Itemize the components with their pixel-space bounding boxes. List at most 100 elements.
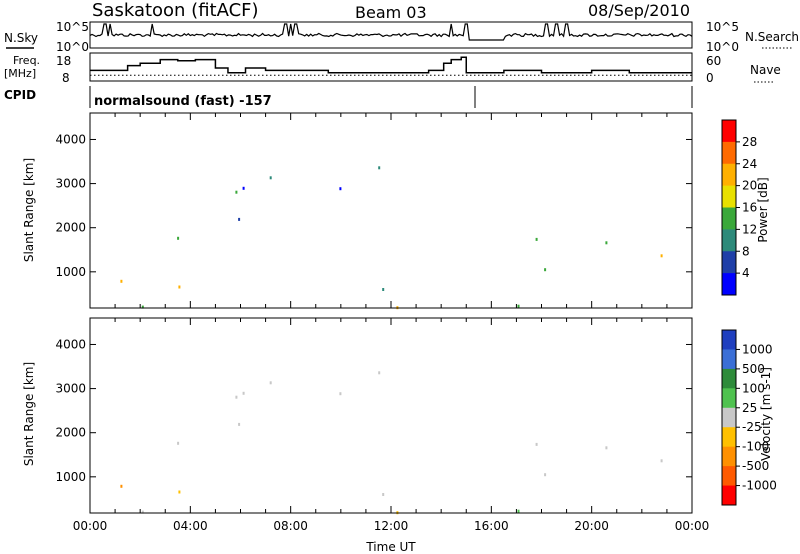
colorbar-swatch bbox=[722, 207, 736, 230]
colorbar-tick-label: 8 bbox=[742, 244, 750, 258]
velocity-cell bbox=[238, 422, 241, 426]
colorbar-swatch bbox=[722, 120, 736, 143]
freq-right-tick-bottom: 0 bbox=[706, 71, 714, 85]
x-tick-label: 20:00 bbox=[574, 519, 609, 533]
velocity-y-ticks: 4000 3000 2000 1000 bbox=[55, 337, 692, 484]
colorbar-swatch bbox=[722, 407, 736, 428]
colorbar-swatch bbox=[722, 251, 736, 274]
power-frame bbox=[89, 112, 693, 309]
colorbar-tick-label: 1000 bbox=[742, 342, 773, 356]
colorbar-tick-label: -1000 bbox=[742, 479, 777, 493]
power-cell bbox=[339, 187, 342, 191]
velocity-cell bbox=[517, 509, 520, 513]
x-tick-label: 00:00 bbox=[675, 519, 710, 533]
power-cell bbox=[269, 176, 272, 180]
power-heatmap-cells bbox=[120, 166, 663, 310]
nsky-label: N.Sky bbox=[4, 31, 38, 45]
y-tick-label: 4000 bbox=[55, 337, 86, 351]
colorbar-swatch bbox=[722, 368, 736, 389]
velocity-cell bbox=[605, 446, 608, 450]
power-cell bbox=[235, 190, 238, 194]
power-cell bbox=[544, 268, 547, 272]
colorbar-tick-label: 500 bbox=[742, 362, 765, 376]
colorbar-swatch bbox=[722, 163, 736, 187]
colorbar-tick-label: -25 bbox=[742, 420, 762, 434]
power-cell bbox=[660, 254, 663, 258]
velocity-x-ticks: 00:00 04:00 08:00 12:00 16:00 20:00 00:00 bbox=[73, 318, 710, 533]
y-tick-label: 1000 bbox=[55, 470, 86, 484]
power-colorbar: 28 24 20 16 12 8 4 bbox=[721, 119, 757, 296]
y-tick-label: 2000 bbox=[55, 426, 86, 440]
date-label: 08/Sep/2010 bbox=[588, 1, 690, 20]
freq-left-tick-bottom: 8 bbox=[62, 71, 70, 85]
velocity-ylabel: Slant Range [km] bbox=[22, 362, 36, 466]
x-tick-label: 16:00 bbox=[474, 519, 509, 533]
colorbar-swatch bbox=[722, 485, 736, 506]
power-ylabel: Slant Range [km] bbox=[22, 158, 36, 262]
freq-right-tick-top: 60 bbox=[706, 54, 721, 68]
colorbar-tick-label: 16 bbox=[742, 201, 757, 215]
colorbar-swatch bbox=[722, 185, 736, 208]
cpid-label: CPID bbox=[4, 88, 36, 102]
noise-right-tick-top: 10^5 bbox=[706, 20, 739, 34]
power-cell bbox=[378, 166, 381, 170]
noise-panel: N.Sky N.Search 10^5 10^0 10^5 10^0 bbox=[4, 20, 799, 54]
freq-series-line bbox=[90, 56, 692, 74]
y-tick-label: 3000 bbox=[55, 382, 86, 396]
y-tick-label: 2000 bbox=[55, 221, 86, 235]
power-panel: 4000 3000 2000 1000 Slant Range [km] 28 24 20… bbox=[22, 112, 770, 310]
noise-series-line bbox=[89, 23, 693, 41]
colorbar-swatch bbox=[722, 141, 736, 165]
velocity-cell bbox=[339, 392, 342, 396]
nave-label: Nave bbox=[750, 63, 781, 77]
x-tick-label: 00:00 bbox=[73, 519, 108, 533]
velocity-cell bbox=[120, 484, 123, 488]
cpid-value: normalsound (fast) -157 bbox=[94, 94, 272, 109]
colorbar-tick-label: 24 bbox=[742, 157, 757, 171]
power-cell bbox=[517, 304, 520, 308]
power-cell bbox=[605, 241, 608, 245]
power-x-ticks bbox=[89, 113, 693, 308]
colorbar-tick-label: 12 bbox=[742, 222, 757, 236]
velocity-frame bbox=[89, 317, 693, 514]
colorbar-tick-label: 28 bbox=[742, 135, 757, 149]
freq-label-line2: [MHz] bbox=[4, 67, 36, 80]
noise-right-tick-bottom: 10^0 bbox=[706, 40, 739, 54]
x-axis-label: Time UT bbox=[365, 540, 416, 554]
x-tick-label: 08:00 bbox=[273, 519, 308, 533]
colorbar-tick-label: 20 bbox=[742, 179, 757, 193]
colorbar-tick-label: 100 bbox=[742, 381, 765, 395]
velocity-cell bbox=[660, 459, 663, 463]
colorbar-swatch bbox=[722, 349, 736, 370]
velocity-colorbar: 1000 500 100 25 -25 -100 -500 -1000 bbox=[721, 329, 777, 506]
power-y-ticks: 4000 3000 2000 1000 bbox=[55, 132, 692, 279]
freq-frame bbox=[89, 52, 693, 82]
velocity-cell bbox=[178, 490, 181, 494]
power-cell bbox=[242, 186, 245, 190]
colorbar-swatch bbox=[722, 229, 736, 252]
velocity-cell bbox=[269, 381, 272, 385]
colorbar-swatch bbox=[722, 446, 736, 467]
colorbar-swatch bbox=[722, 466, 736, 487]
freq-left-tick-top: 18 bbox=[56, 54, 71, 68]
beam-label: Beam 03 bbox=[355, 3, 427, 22]
power-colorbar-label: Power [dB] bbox=[756, 177, 770, 242]
freq-label-line1: Freq. bbox=[13, 54, 40, 67]
power-cell bbox=[120, 279, 123, 283]
colorbar-tick-label: 25 bbox=[742, 401, 757, 415]
colorbar-tick-label: -100 bbox=[742, 440, 769, 454]
velocity-cell bbox=[141, 510, 144, 514]
velocity-cell bbox=[378, 371, 381, 375]
nsearch-label: N.Search bbox=[745, 30, 799, 44]
colorbar-swatch bbox=[722, 427, 736, 448]
y-tick-label: 3000 bbox=[55, 177, 86, 191]
colorbar-swatch bbox=[722, 273, 736, 296]
x-tick-label: 04:00 bbox=[173, 519, 208, 533]
x-tick-label: 12:00 bbox=[374, 519, 409, 533]
colorbar-tick-label: -500 bbox=[742, 459, 769, 473]
noise-left-tick-top: 10^5 bbox=[56, 20, 89, 34]
plot-title: Saskatoon (fitACF) bbox=[92, 0, 259, 21]
freq-panel: Freq. [MHz] 18 8 60 0 Nave bbox=[4, 52, 781, 85]
velocity-colorbar-label: Velocity [m s-1] bbox=[759, 367, 773, 461]
power-cell bbox=[177, 236, 180, 240]
